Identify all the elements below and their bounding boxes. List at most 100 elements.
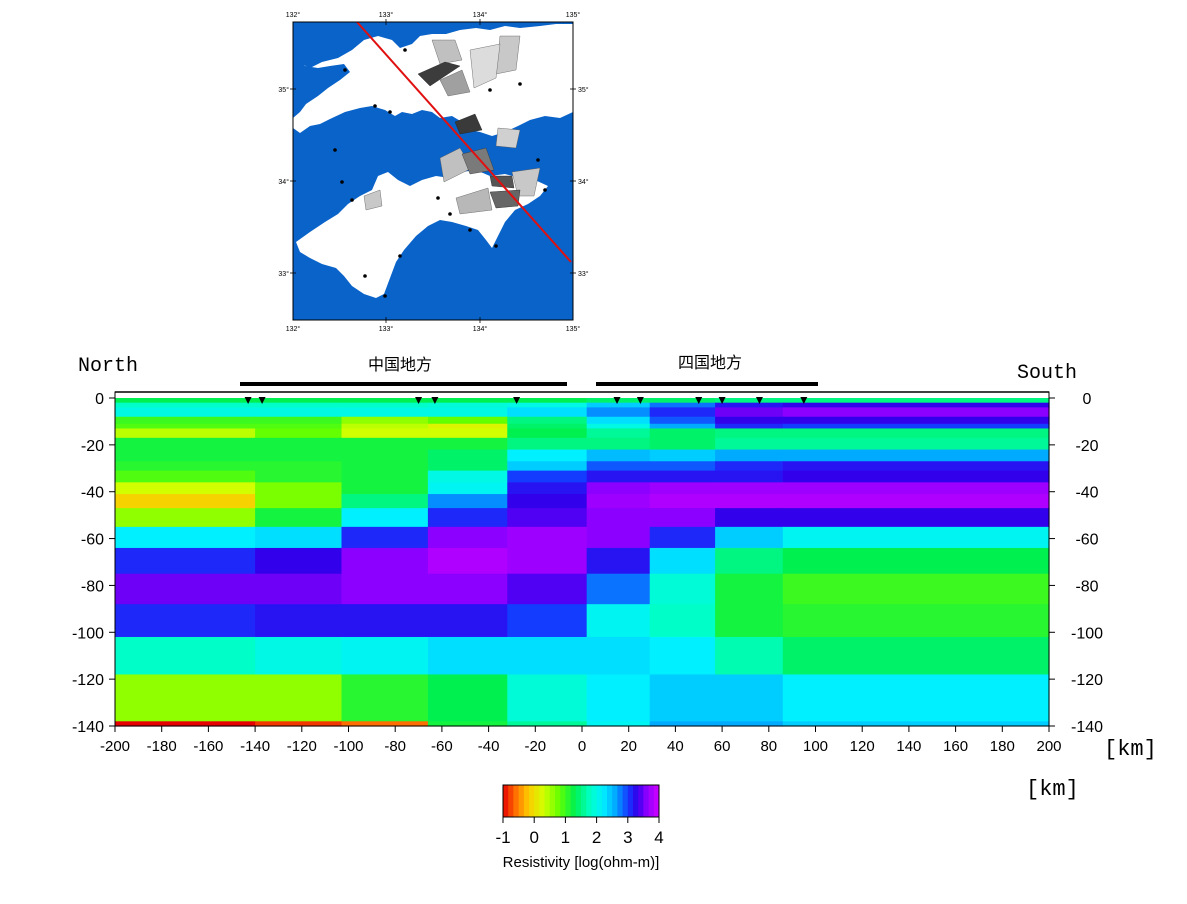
map-land: [293, 22, 573, 298]
heatmap-cell: [649, 437, 716, 451]
map-bottom-lon-133: 133°: [379, 325, 394, 333]
heatmap-cell: [715, 416, 784, 425]
heatmap-cell: [715, 449, 784, 462]
heatmap-cell: [782, 482, 1050, 495]
heatmap-cell: [586, 482, 651, 495]
map-top-lon-132: 132°: [286, 11, 301, 19]
colorbar-swatch: [591, 785, 598, 817]
heatmap-cell: [115, 636, 256, 676]
heatmap-cell: [586, 470, 651, 483]
heatmap-cell: [341, 437, 429, 451]
heatmap-cell: [341, 407, 429, 418]
heatmap-cell: [715, 423, 784, 430]
map-bottom-lon-132: 132°: [286, 325, 301, 333]
inland-sea: [293, 138, 573, 192]
heatmap-cell: [782, 573, 1050, 605]
heatmap-cell: [115, 508, 256, 528]
heatmap-cell: [507, 494, 588, 509]
heatmap-cell: [649, 402, 716, 408]
heatmap-cell: [427, 407, 508, 418]
heatmap-cell: [715, 604, 784, 638]
heatmap-cell: [715, 482, 784, 495]
colorbar-swatch: [570, 785, 577, 817]
colorbar-swatch: [633, 785, 639, 817]
heatmap-cell: [341, 461, 429, 472]
heatmap-cell: [255, 416, 343, 425]
colorbar-tick-label: -1: [495, 828, 510, 847]
heatmap-cell: [427, 449, 508, 462]
heatmap-cell: [115, 437, 256, 451]
heatmap-cell: [715, 398, 784, 404]
heatmap-cell: [427, 636, 508, 676]
heatmap-cell: [782, 721, 1050, 727]
x-tick-label: 40: [667, 738, 684, 755]
heatmap-cell: [255, 482, 343, 495]
colorbar-swatch: [508, 785, 514, 817]
heatmap-cell: [255, 402, 343, 408]
heatmap-cell: [427, 573, 508, 605]
heatmap-cell: [255, 449, 343, 462]
colorbar-swatch: [523, 785, 530, 817]
heatmap-cell: [427, 494, 508, 509]
y-tick-label: -80: [1075, 578, 1098, 595]
heatmap-cell: [341, 573, 429, 605]
heatmap-cell: [255, 508, 343, 528]
heatmap-cell: [427, 721, 508, 727]
heatmap-cell: [586, 416, 651, 425]
heatmap-cell: [427, 416, 508, 425]
heatmap-cell: [427, 402, 508, 408]
station-marker: [431, 397, 439, 404]
heatmap-cell: [586, 428, 651, 439]
region-shikoku-bar: [596, 382, 818, 386]
colorbar-swatch: [653, 785, 660, 817]
south-label: South: [1017, 362, 1077, 385]
heatmap-cell: [255, 398, 343, 404]
heatmap-cell: [586, 573, 651, 605]
heatmap-cell: [782, 428, 1050, 439]
heatmap-cell: [255, 407, 343, 418]
heatmap-cell: [586, 407, 651, 418]
heatmap-cell: [255, 573, 343, 605]
heatmap-cell: [341, 482, 429, 495]
colorbar-swatch: [638, 785, 644, 817]
heatmap-cell: [341, 526, 429, 549]
heatmap-cell: [427, 508, 508, 528]
heatmap-cell: [782, 416, 1050, 425]
heatmap-cell: [427, 526, 508, 549]
section-stations: [244, 397, 808, 404]
heatmap-cell: [782, 674, 1050, 722]
heatmap-cell: [782, 407, 1050, 418]
heatmap-cell: [782, 437, 1050, 451]
y-tick-label: -100: [1071, 625, 1103, 642]
heatmap-cell: [255, 494, 343, 509]
x-tick-label: 100: [803, 738, 828, 755]
heatmap-cell: [115, 573, 256, 605]
heatmap-cell: [507, 636, 588, 676]
y-tick-label: -120: [72, 672, 104, 689]
heatmap-cell: [255, 604, 343, 638]
y-tick-label: -40: [81, 485, 104, 502]
heatmap-cell: [115, 674, 256, 722]
heatmap-cell: [255, 721, 343, 727]
station-marker: [258, 397, 266, 404]
heatmap-cell: [255, 428, 343, 439]
heatmap-cell: [507, 428, 588, 439]
heatmap-cell: [427, 437, 508, 451]
heatmap-cell: [586, 674, 651, 722]
y-tick-label: 0: [1083, 391, 1092, 408]
heatmap-cell: [255, 547, 343, 575]
map-bottom-lon-135: 135°: [566, 325, 581, 333]
heatmap-cell: [341, 470, 429, 483]
x-tick-label: -160: [193, 738, 223, 755]
heatmap-cell: [782, 604, 1050, 638]
heatmap-cell: [507, 437, 588, 451]
heatmap-cell: [715, 508, 784, 528]
station-marker: [613, 397, 621, 404]
y-axis-left: 0 -20 -40 -60 -80 -100 -120 -140: [72, 391, 115, 736]
heatmap-cell: [586, 721, 651, 727]
heatmap-cell: [586, 461, 651, 472]
heatmap-cell: [586, 402, 651, 408]
heatmap-cell: [649, 508, 716, 528]
heatmap-cell: [115, 721, 256, 727]
x-tick-label: -200: [100, 738, 130, 755]
